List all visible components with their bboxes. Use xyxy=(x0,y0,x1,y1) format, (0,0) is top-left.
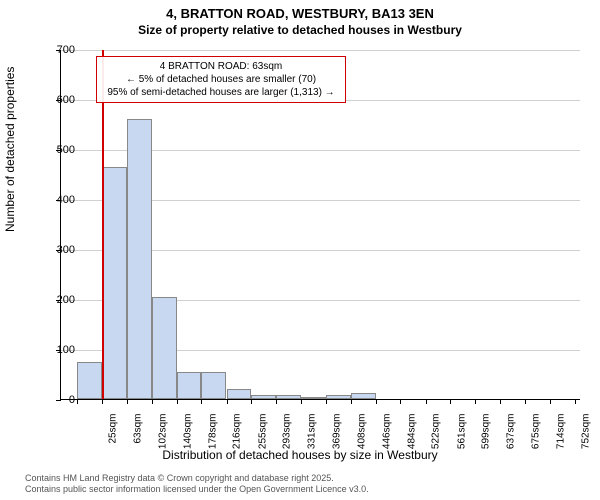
y-tick-label: 600 xyxy=(57,94,75,106)
histogram-bar xyxy=(177,372,202,400)
y-tick-label: 700 xyxy=(57,44,75,56)
histogram-bar xyxy=(77,362,102,400)
x-tick-label: 637sqm xyxy=(506,414,517,454)
x-tick xyxy=(475,399,476,404)
y-tick-label: 300 xyxy=(57,244,75,256)
x-tick xyxy=(201,399,202,404)
x-tick xyxy=(550,399,551,404)
x-tick xyxy=(177,399,178,404)
histogram-bar xyxy=(102,167,127,400)
annotation-line-3: 95% of semi-detached houses are larger (… xyxy=(103,86,339,99)
x-tick xyxy=(301,399,302,404)
histogram-bar xyxy=(251,395,276,399)
chart-subtitle: Size of property relative to detached ho… xyxy=(0,21,600,37)
chart-title: 4, BRATTON ROAD, WESTBURY, BA13 3EN xyxy=(0,0,600,21)
x-tick xyxy=(152,399,153,404)
histogram-bar xyxy=(276,395,301,399)
chart-footer: Contains HM Land Registry data © Crown c… xyxy=(25,473,369,496)
histogram-bar xyxy=(127,119,152,399)
x-tick xyxy=(400,399,401,404)
x-tick-label: 178sqm xyxy=(207,414,218,454)
histogram-bar xyxy=(351,393,376,399)
x-tick xyxy=(326,399,327,404)
x-tick-label: 408sqm xyxy=(357,414,368,454)
x-tick xyxy=(351,399,352,404)
x-tick-label: 331sqm xyxy=(307,414,318,454)
x-tick xyxy=(450,399,451,404)
x-tick-label: 599sqm xyxy=(481,414,492,454)
histogram-bar xyxy=(152,297,177,400)
x-tick xyxy=(227,399,228,404)
gridline xyxy=(61,50,580,51)
y-tick-label: 100 xyxy=(57,344,75,356)
x-tick xyxy=(376,399,377,404)
x-tick-label: 522sqm xyxy=(431,414,442,454)
chart-plot-area: 4 BRATTON ROAD: 63sqm ← 5% of detached h… xyxy=(60,50,580,400)
y-tick-label: 500 xyxy=(57,144,75,156)
x-tick-label: 714sqm xyxy=(556,414,567,454)
histogram-bar xyxy=(227,389,252,399)
x-tick-label: 216sqm xyxy=(232,414,243,454)
x-tick-label: 561sqm xyxy=(456,414,467,454)
y-tick-label: 200 xyxy=(57,294,75,306)
x-tick xyxy=(575,399,576,404)
y-axis-label: Number of detached properties xyxy=(3,67,17,232)
y-tick-label: 0 xyxy=(69,394,75,406)
histogram-bar xyxy=(301,397,326,400)
x-tick-label: 675sqm xyxy=(530,414,541,454)
x-tick xyxy=(127,399,128,404)
histogram-bar xyxy=(201,372,226,400)
x-tick xyxy=(426,399,427,404)
x-tick-label: 752sqm xyxy=(580,414,591,454)
x-tick-label: 102sqm xyxy=(158,414,169,454)
x-tick-label: 484sqm xyxy=(406,414,417,454)
x-tick-label: 140sqm xyxy=(183,414,194,454)
x-tick xyxy=(276,399,277,404)
x-tick xyxy=(525,399,526,404)
x-tick-label: 293sqm xyxy=(282,414,293,454)
x-tick-label: 446sqm xyxy=(381,414,392,454)
annotation-line-1: 4 BRATTON ROAD: 63sqm xyxy=(103,60,339,73)
annotation-box: 4 BRATTON ROAD: 63sqm ← 5% of detached h… xyxy=(96,56,346,103)
x-tick-label: 369sqm xyxy=(331,414,342,454)
x-tick-label: 255sqm xyxy=(257,414,268,454)
x-tick xyxy=(77,399,78,404)
y-tick-label: 400 xyxy=(57,194,75,206)
x-tick xyxy=(251,399,252,404)
histogram-bar xyxy=(326,395,351,399)
x-tick-label: 63sqm xyxy=(132,414,143,454)
x-tick xyxy=(500,399,501,404)
annotation-line-2: ← 5% of detached houses are smaller (70) xyxy=(103,73,339,86)
footer-line-2: Contains public sector information licen… xyxy=(25,484,369,496)
footer-line-1: Contains HM Land Registry data © Crown c… xyxy=(25,473,369,485)
y-tick xyxy=(56,400,61,401)
x-tick xyxy=(102,399,103,404)
x-tick-label: 25sqm xyxy=(108,414,119,454)
